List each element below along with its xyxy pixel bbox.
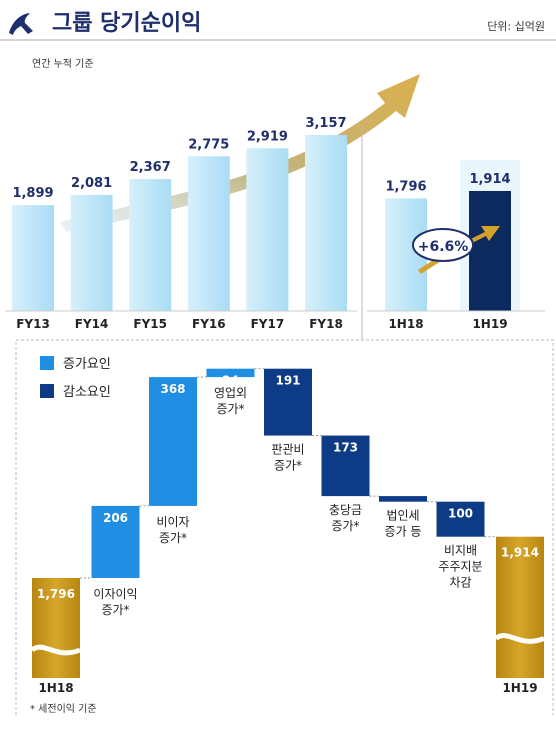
unit-label: 단위: 십억원 xyxy=(487,20,545,33)
growth-badge xyxy=(412,228,474,262)
waterfall-end-value-label: 1,914 xyxy=(501,546,539,560)
annual-chart: 연간 누적 기준 1,899 FY13 2,081 FY14 2,367 FY15 2,77… xyxy=(5,58,420,331)
waterfall-step-bar xyxy=(149,377,197,506)
waterfall-step-caption: 비이자 xyxy=(156,515,189,529)
annual-category-label: FY14 xyxy=(75,317,109,331)
waterfall-start-category-label: 1H18 xyxy=(38,681,73,695)
waterfall-step-value-label: 100 xyxy=(448,507,473,521)
growth-badge-text: +6.6% xyxy=(418,239,469,255)
waterfall-step-caption: 이자이익 xyxy=(93,587,137,601)
waterfall-step-bar xyxy=(436,501,485,537)
waterfall-end-bar xyxy=(496,536,544,678)
annual-category-label: FY13 xyxy=(16,317,50,331)
logo-icon xyxy=(9,13,33,35)
annual-bar xyxy=(129,179,172,311)
annual-category-label: FY15 xyxy=(133,317,167,331)
annual-bar xyxy=(187,156,230,311)
waterfall-step-caption: 증가* xyxy=(274,459,302,473)
page-title: 그룹 당기순이익 xyxy=(52,11,201,36)
waterfall-step-value-label: 173 xyxy=(333,441,358,455)
annual-bar-value-label: 2,367 xyxy=(130,160,171,175)
halfyear-bar xyxy=(469,191,511,311)
annual-bar-value-label: 2,919 xyxy=(247,129,288,144)
halfyear-category-label: 1H18 xyxy=(388,317,423,331)
legend-label-decrease: 감소요인 xyxy=(63,385,111,400)
header: 그룹 당기순이익 단위: 십억원 xyxy=(0,11,556,41)
annual-bar xyxy=(70,194,113,311)
waterfall-step-value-label: 16 xyxy=(395,501,412,515)
legend: 증가요인 감소요인 xyxy=(40,356,111,400)
waterfall-step-bar xyxy=(321,435,370,497)
annual-bar xyxy=(246,148,289,311)
annual-bar-value-label: 2,775 xyxy=(188,137,229,152)
growth-arrow xyxy=(60,74,420,232)
legend-swatch-decrease xyxy=(40,384,54,398)
legend-swatch-increase xyxy=(40,356,54,370)
annual-category-label: FY17 xyxy=(251,317,285,331)
waterfall-step-caption: 영업외 xyxy=(214,386,247,400)
footnote: * 세전이익 기준 xyxy=(30,703,97,715)
waterfall-step-value-label: 24 xyxy=(222,374,239,388)
annual-bar xyxy=(305,135,347,311)
waterfall-step-bar xyxy=(379,496,427,502)
annual-bar-value-label: 1,899 xyxy=(12,186,53,201)
annual-bar-value-label: 3,157 xyxy=(305,116,346,131)
waterfall-step-value-label: 191 xyxy=(275,374,300,388)
halfyear-bar-value-label: 1,796 xyxy=(385,179,426,194)
waterfall-step-caption: 법인세 xyxy=(386,509,419,523)
axis-break-icon xyxy=(494,633,545,644)
annual-bar-value-label: 2,081 xyxy=(71,176,112,191)
halfyear-chart: 1,796 1H18 1,914 1H19 +6.6% xyxy=(361,125,545,340)
waterfall-step-caption: 증가* xyxy=(101,603,129,617)
axis-break-icon xyxy=(30,644,81,656)
waterfall-frame xyxy=(15,339,554,715)
waterfall-step-caption: 증가* xyxy=(331,519,359,533)
waterfall-step-value-label: 206 xyxy=(103,511,128,525)
waterfall-step-caption: 주주지분 xyxy=(438,560,482,574)
waterfall-start-bar xyxy=(32,578,80,678)
waterfall-step-value-label: 368 xyxy=(160,382,185,396)
halfyear-category-label: 1H19 xyxy=(472,317,507,331)
waterfall-step-bar xyxy=(264,368,312,436)
waterfall-end-category-label: 1H19 xyxy=(502,681,537,695)
waterfall-step-bar xyxy=(206,368,255,378)
waterfall-start-value-label: 1,796 xyxy=(37,587,75,601)
waterfall-step-caption: 증가* xyxy=(159,531,187,545)
halfyear-bar-value-label: 1,914 xyxy=(469,172,510,187)
annual-bar xyxy=(12,205,54,311)
annual-chart-subtitle: 연간 누적 기준 xyxy=(32,58,94,70)
waterfall-step-caption: 차감 xyxy=(449,576,471,590)
waterfall-step-caption: 충당금 xyxy=(329,503,362,517)
waterfall-chart: 증가요인 감소요인 1,7961H18206이자이익증가*368비이자증가*24… xyxy=(15,339,554,715)
legend-label-increase: 증가요인 xyxy=(63,357,111,372)
waterfall-step-caption: 판관비 xyxy=(271,443,304,457)
annual-category-label: FY18 xyxy=(309,317,343,331)
waterfall-step-bar xyxy=(91,505,140,578)
annual-category-label: FY16 xyxy=(192,317,226,331)
waterfall-step-caption: 증가 등 xyxy=(385,525,422,539)
waterfall-step-caption: 증가* xyxy=(216,402,244,416)
waterfall-step-caption: 비지배 xyxy=(444,544,477,558)
